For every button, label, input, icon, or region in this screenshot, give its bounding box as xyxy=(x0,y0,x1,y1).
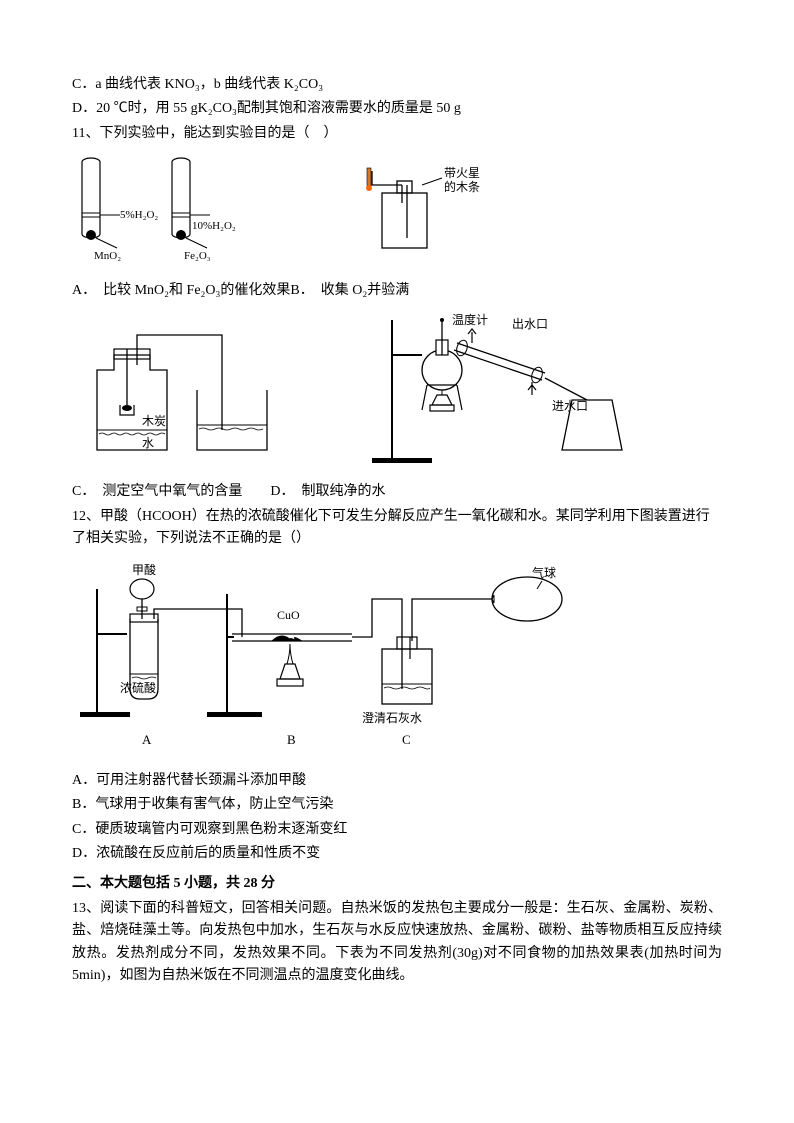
q11-options-ab: A． 比较 MnO₂和 Fe₂O₃的催化效果B． 收集 O₂并验满 xyxy=(72,280,722,302)
q12-stem: 12、甲酸（HCOOH）在热的浓硫酸催化下可发生分解反应产生一氧化碳和水。某同学… xyxy=(72,506,722,551)
q11-option-d: D． 制取纯净的水 xyxy=(270,484,385,499)
q11-diagram-d: 温度计 出水口 进水口 xyxy=(362,310,662,473)
q11-diagram-c: 木炭 水 xyxy=(72,315,302,473)
tube2-conc-label: 10%H₂O₂ xyxy=(192,220,236,232)
thermometer-label: 温度计 xyxy=(452,312,488,327)
q11-options-cd: C． 测定空气中氧气的含量 D． 制取纯净的水 xyxy=(72,481,722,503)
test-tubes-svg: 5%H₂O₂ MnO₂ 10%H₂O₂ Fe₂O₃ xyxy=(72,153,252,263)
label-B: B xyxy=(287,732,296,747)
q11-diagram-b: 带火星 的木条 xyxy=(352,163,512,271)
limewater-label: 澄清石灰水 xyxy=(362,710,422,725)
q11-diagram-a: 5%H₂O₂ MnO₂ 10%H₂O₂ Fe₂O₃ xyxy=(72,153,252,271)
q13-stem: 13、阅读下面的科普短文，回答相关问题。自热米饭的发热包主要成分一般是：生石灰、… xyxy=(72,898,722,988)
q12-option-a: A．可用注射器代替长颈漏斗添加甲酸 xyxy=(72,770,722,792)
distillation-svg: 温度计 出水口 进水口 xyxy=(362,310,662,465)
q10-option-d: D．20 ℃时，用 55 gK₂CO₃配制其饱和溶液需要水的质量是 50 g xyxy=(72,98,722,120)
q11-option-c: C． 测定空气中氧气的含量 xyxy=(72,484,242,499)
q11-option-b: B． 收集 O₂并验满 xyxy=(290,283,409,298)
balloon-label: 气球 xyxy=(532,565,556,580)
q10-option-c: C．a 曲线代表 KNO₃，b 曲线代表 K₂CO₃ xyxy=(72,74,722,96)
gas-bottle-svg: 带火星 的木条 xyxy=(352,163,512,263)
charcoal-water-svg: 木炭 水 xyxy=(72,315,302,465)
q12-diagram: 甲酸 浓硫酸 A CuO B xyxy=(72,559,722,762)
q11-stem: 11、下列实验中，能达到实验目的是（ ） xyxy=(72,123,722,145)
wood-stick-label-2: 的木条 xyxy=(444,179,480,194)
water-label: 水 xyxy=(142,436,154,450)
formic-acid-label: 甲酸 xyxy=(132,562,156,577)
q11-option-a: A． 比较 MnO₂和 Fe₂O₃的催化效果 xyxy=(72,283,290,298)
section-2-heading: 二、本大题包括 5 小题，共 28 分 xyxy=(72,873,722,895)
q12-option-c: C．硬质玻璃管内可观察到黑色粉末逐渐变红 xyxy=(72,819,722,841)
formic-acid-apparatus-svg: 甲酸 浓硫酸 A CuO B xyxy=(72,559,592,754)
charcoal-label: 木炭 xyxy=(142,414,166,428)
water-outlet-label: 出水口 xyxy=(512,317,548,331)
q11-diagram-row-2: 木炭 水 温度计 xyxy=(72,310,722,473)
tube1-conc-label: 5%H₂O₂ xyxy=(120,209,158,221)
cuo-label: CuO xyxy=(277,608,300,622)
q12-option-d: D．浓硫酸在反应前后的质量和性质不变 xyxy=(72,843,722,865)
wood-stick-label-1: 带火星 xyxy=(444,166,480,180)
tube1-reagent-label: MnO₂ xyxy=(94,250,121,262)
h2so4-label: 浓硫酸 xyxy=(120,680,156,695)
label-A: A xyxy=(142,732,152,747)
tube2-reagent-label: Fe₂O₃ xyxy=(184,250,211,262)
label-C: C xyxy=(402,732,411,747)
q11-diagram-row-1: 5%H₂O₂ MnO₂ 10%H₂O₂ Fe₂O₃ xyxy=(72,153,722,271)
q12-option-b: B．气球用于收集有害气体，防止空气污染 xyxy=(72,794,722,816)
